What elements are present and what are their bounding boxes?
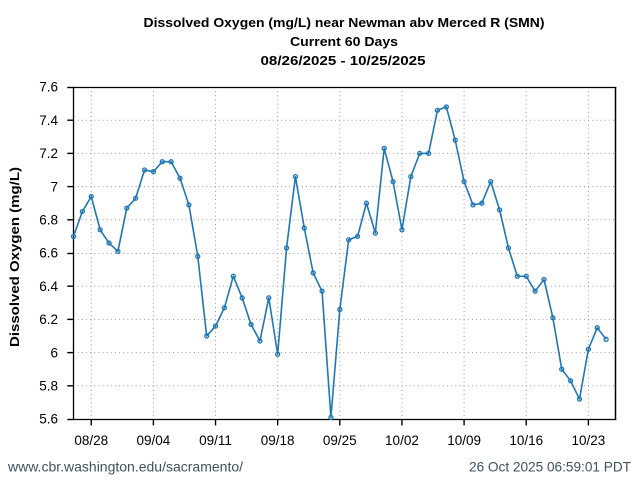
- svg-text:7.2: 7.2: [39, 146, 58, 161]
- svg-text:7.6: 7.6: [39, 80, 58, 95]
- svg-text:Dissolved Oxygen (mg/L): Dissolved Oxygen (mg/L): [7, 167, 22, 347]
- svg-text:08/26/2025 - 10/25/2025: 08/26/2025 - 10/25/2025: [261, 53, 426, 68]
- svg-text:7: 7: [50, 179, 58, 194]
- svg-text:09/18: 09/18: [261, 433, 295, 448]
- svg-text:Dissolved Oxygen (mg/L) near N: Dissolved Oxygen (mg/L) near Newman abv …: [144, 15, 545, 30]
- svg-text:10/16: 10/16: [509, 433, 543, 448]
- svg-text:7.4: 7.4: [39, 113, 58, 128]
- svg-text:6.8: 6.8: [39, 213, 58, 228]
- svg-text:6: 6: [50, 345, 58, 360]
- svg-text:10/02: 10/02: [385, 433, 419, 448]
- svg-text:www.cbr.washington.edu/sacrame: www.cbr.washington.edu/sacramento/: [7, 459, 243, 475]
- svg-text:6.6: 6.6: [39, 246, 58, 261]
- svg-text:Current 60 Days: Current 60 Days: [290, 34, 398, 49]
- svg-text:6.2: 6.2: [39, 312, 58, 327]
- svg-text:09/25: 09/25: [323, 433, 357, 448]
- svg-text:08/28: 08/28: [74, 433, 108, 448]
- svg-text:10/09: 10/09: [447, 433, 481, 448]
- svg-text:10/23: 10/23: [571, 433, 605, 448]
- svg-text:09/04: 09/04: [136, 433, 170, 448]
- svg-text:6.4: 6.4: [39, 279, 58, 294]
- svg-text:5.6: 5.6: [39, 412, 58, 427]
- svg-text:26 Oct 2025 06:59:01 PDT: 26 Oct 2025 06:59:01 PDT: [469, 459, 631, 475]
- svg-text:5.8: 5.8: [39, 379, 58, 394]
- svg-text:09/11: 09/11: [199, 433, 232, 448]
